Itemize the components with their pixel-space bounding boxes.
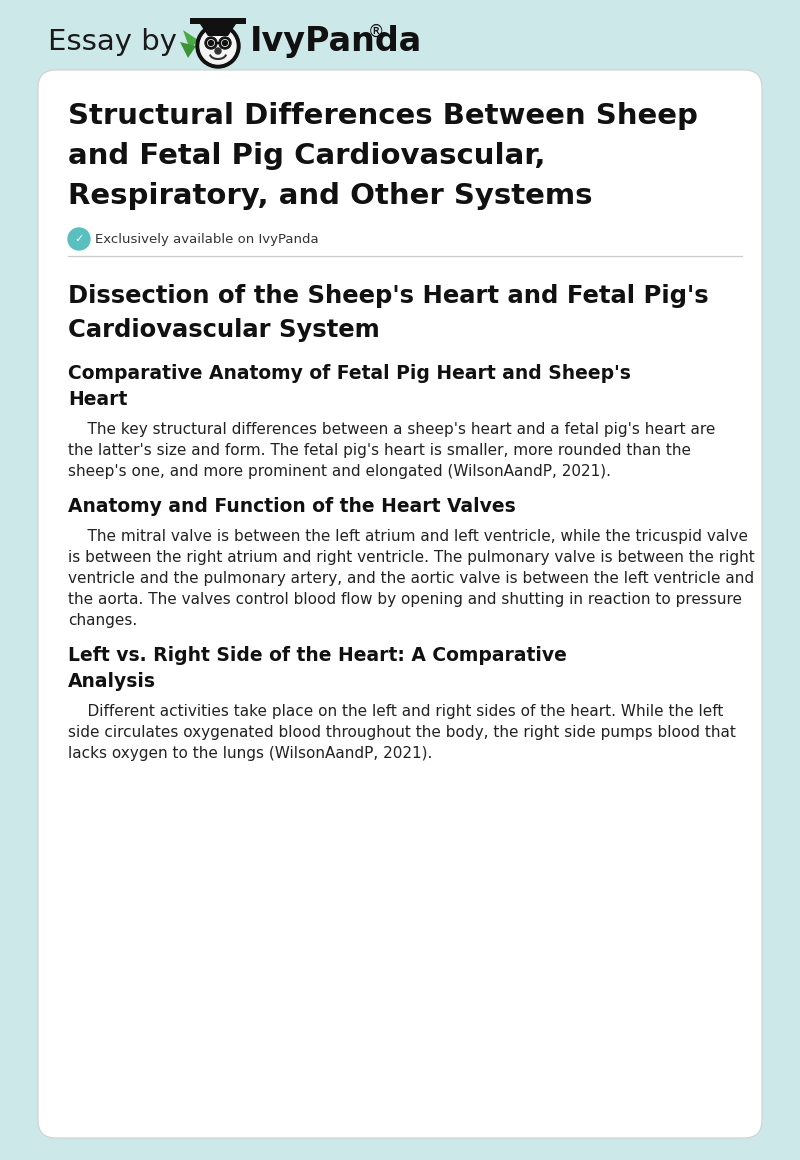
- Text: Essay by: Essay by: [48, 28, 177, 56]
- Polygon shape: [183, 30, 198, 50]
- Text: Comparative Anatomy of Fetal Pig Heart and Sheep's: Comparative Anatomy of Fetal Pig Heart a…: [68, 364, 631, 383]
- Text: lacks oxygen to the lungs (WilsonAandP, 2021).: lacks oxygen to the lungs (WilsonAandP, …: [68, 746, 432, 761]
- Polygon shape: [180, 42, 196, 58]
- FancyBboxPatch shape: [38, 70, 762, 1138]
- Text: Heart: Heart: [68, 390, 127, 409]
- Circle shape: [215, 48, 221, 55]
- Text: Left vs. Right Side of the Heart: A Comparative: Left vs. Right Side of the Heart: A Comp…: [68, 646, 567, 665]
- Text: Respiratory, and Other Systems: Respiratory, and Other Systems: [68, 182, 593, 210]
- Text: Exclusively available on IvyPanda: Exclusively available on IvyPanda: [95, 232, 318, 246]
- Circle shape: [68, 229, 90, 251]
- Text: and Fetal Pig Cardiovascular,: and Fetal Pig Cardiovascular,: [68, 142, 546, 171]
- Circle shape: [209, 41, 214, 45]
- Text: Analysis: Analysis: [68, 672, 156, 691]
- Polygon shape: [190, 19, 246, 24]
- Text: side circulates oxygenated blood throughout the body, the right side pumps blood: side circulates oxygenated blood through…: [68, 725, 736, 740]
- Text: is between the right atrium and right ventricle. The pulmonary valve is between : is between the right atrium and right ve…: [68, 550, 754, 565]
- Circle shape: [200, 28, 236, 64]
- Circle shape: [222, 41, 227, 45]
- Text: Anatomy and Function of the Heart Valves: Anatomy and Function of the Heart Valves: [68, 496, 516, 516]
- Circle shape: [206, 38, 216, 48]
- Circle shape: [219, 37, 231, 49]
- Text: Dissection of the Sheep's Heart and Fetal Pig's: Dissection of the Sheep's Heart and Feta…: [68, 284, 709, 309]
- Text: Cardiovascular System: Cardiovascular System: [68, 318, 380, 342]
- Text: the latter's size and form. The fetal pig's heart is smaller, more rounded than : the latter's size and form. The fetal pi…: [68, 443, 691, 458]
- Text: ventricle and the pulmonary artery, and the aortic valve is between the left ven: ventricle and the pulmonary artery, and …: [68, 571, 754, 586]
- Text: Structural Differences Between Sheep: Structural Differences Between Sheep: [68, 102, 698, 130]
- Circle shape: [196, 24, 240, 68]
- Polygon shape: [200, 24, 236, 36]
- Text: The key structural differences between a sheep's heart and a fetal pig's heart a: The key structural differences between a…: [68, 422, 715, 437]
- Text: sheep's one, and more prominent and elongated (WilsonAandP, 2021).: sheep's one, and more prominent and elon…: [68, 464, 611, 479]
- Circle shape: [220, 38, 230, 48]
- Circle shape: [205, 37, 217, 49]
- Text: ®: ®: [368, 23, 385, 41]
- Text: the aorta. The valves control blood flow by opening and shutting in reaction to : the aorta. The valves control blood flow…: [68, 592, 742, 607]
- Text: changes.: changes.: [68, 612, 138, 628]
- Text: The mitral valve is between the left atrium and left ventricle, while the tricus: The mitral valve is between the left atr…: [68, 529, 748, 544]
- Text: ✓: ✓: [74, 234, 84, 244]
- Text: IvyPanda: IvyPanda: [250, 26, 422, 58]
- Text: Different activities take place on the left and right sides of the heart. While : Different activities take place on the l…: [68, 704, 723, 719]
